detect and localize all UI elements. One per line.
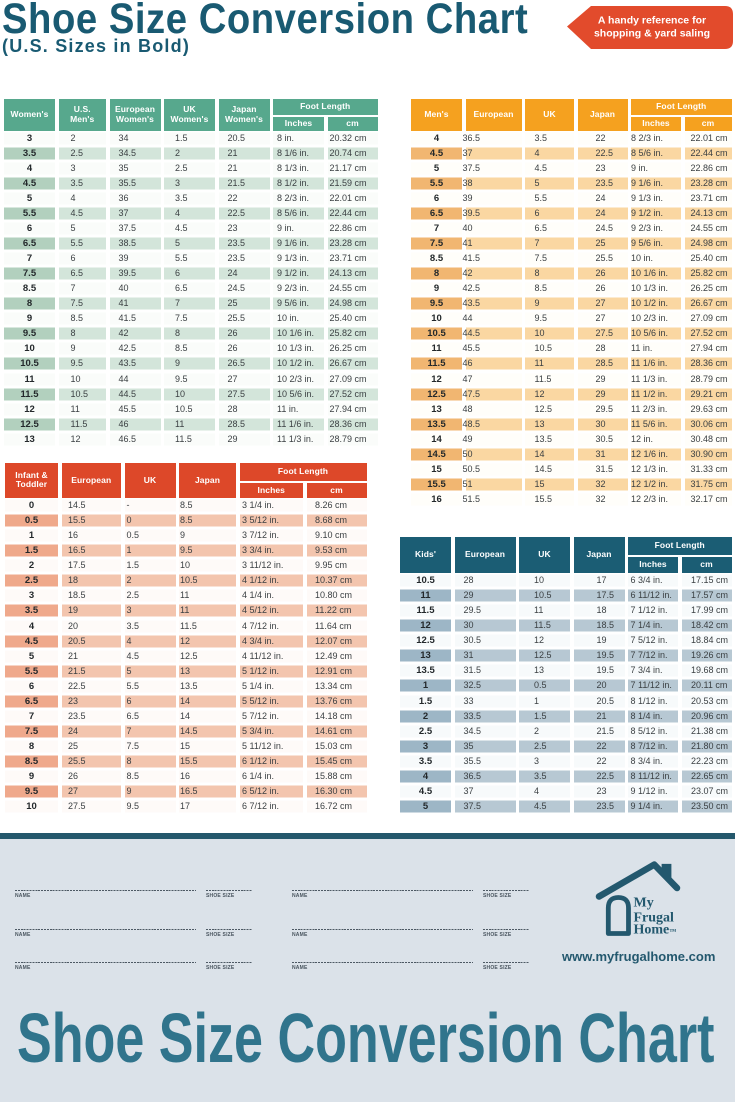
svg-text:Frugal: Frugal (634, 911, 675, 926)
svg-text:A handy reference for: A handy reference for (598, 15, 706, 27)
svg-text:shopping & yard saling: shopping & yard saling (594, 28, 710, 40)
svg-text:Home™: Home™ (634, 923, 677, 938)
svg-text:My: My (634, 896, 654, 911)
